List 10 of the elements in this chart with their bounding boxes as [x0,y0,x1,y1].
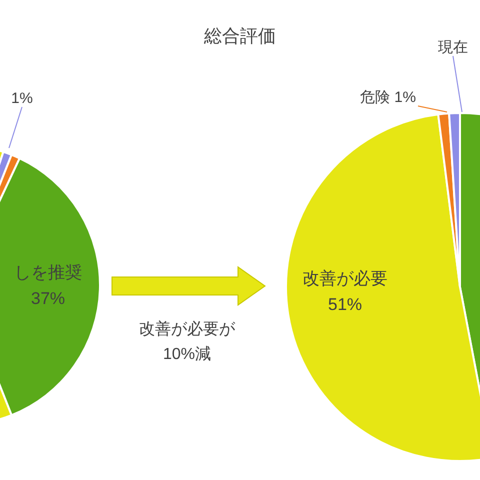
data-label: 51% [328,295,362,314]
text: 10%減 [162,345,212,363]
data-label: 1% [11,90,33,107]
data-label: 37% [30,289,66,308]
text: 改善が必要が [139,320,236,338]
slice-label: しを推奨 [14,263,82,282]
text: 総合評価 [203,26,276,46]
slice-label: 危険 1% [360,89,416,106]
slice-label: 改善が必要 [302,269,388,288]
slice-label: 現在 [438,39,468,56]
